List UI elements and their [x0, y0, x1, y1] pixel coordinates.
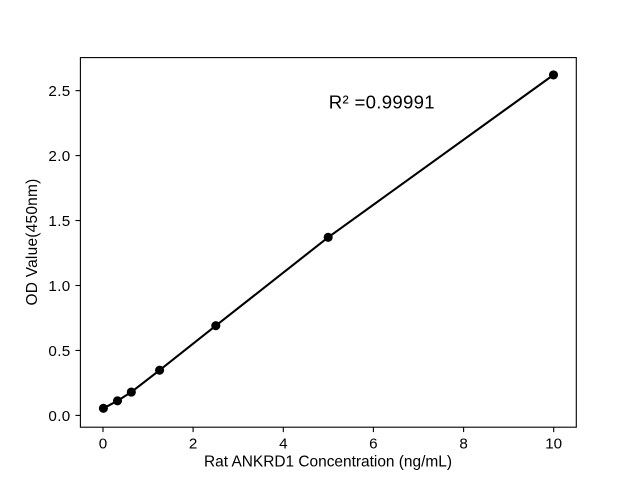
svg-text:2: 2 [189, 435, 197, 452]
svg-text:2.5: 2.5 [48, 83, 70, 100]
svg-text:2.0: 2.0 [48, 148, 70, 165]
svg-text:Rat ANKRD1 Concentration (ng/m: Rat ANKRD1 Concentration (ng/mL) [204, 453, 452, 470]
svg-text:OD Value(450nm): OD Value(450nm) [24, 178, 41, 305]
svg-text:10: 10 [545, 435, 562, 452]
svg-text:0: 0 [99, 435, 107, 452]
svg-text:0.5: 0.5 [48, 343, 70, 360]
svg-text:0.0: 0.0 [48, 408, 70, 425]
svg-text:1.0: 1.0 [48, 278, 70, 295]
svg-text:4: 4 [279, 435, 287, 452]
svg-text:1.5: 1.5 [48, 213, 70, 230]
svg-text:6: 6 [369, 435, 377, 452]
svg-text:R² =0.99991: R² =0.99991 [329, 92, 435, 113]
svg-text:8: 8 [459, 435, 467, 452]
